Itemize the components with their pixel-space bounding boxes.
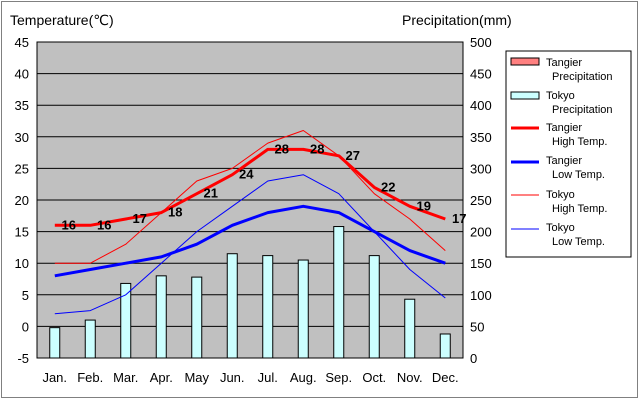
- x-tick-label: May: [184, 370, 209, 385]
- legend-label: Precipitation: [552, 104, 613, 116]
- x-tick-label: Jun.: [220, 370, 245, 385]
- y-tick-label-right: 200: [470, 225, 492, 240]
- precipitation-bar: [226, 253, 238, 359]
- data-label: 21: [204, 186, 218, 201]
- right-axis-title: Precipitation(mm): [402, 12, 512, 28]
- data-label: 22: [381, 179, 395, 194]
- data-label: 28: [310, 141, 324, 156]
- legend-label: Tokyo: [546, 189, 575, 201]
- series-line: [54, 204, 446, 278]
- data-label: 18: [168, 205, 182, 220]
- precipitation-bar: [191, 276, 203, 359]
- data-label: 28: [275, 141, 289, 156]
- data-labels: 16 16 17 18 21 24 28 28 27 22 19 17: [62, 141, 467, 232]
- y-tick-label-right: 150: [470, 256, 492, 271]
- legend-label: Tangier: [546, 155, 582, 167]
- y-tick-label-right: 0: [470, 351, 477, 366]
- y-tick-label-left: 5: [22, 288, 29, 303]
- legend-swatch-tokyo-precip: [510, 91, 540, 100]
- temperature-lines: [54, 130, 446, 315]
- precipitation-bar: [333, 226, 345, 359]
- precipitation-bar: [439, 333, 451, 359]
- y-tick-label-right: 450: [470, 67, 492, 82]
- series-line: [54, 130, 446, 264]
- data-label: 27: [346, 148, 360, 163]
- data-label: 17: [452, 211, 466, 226]
- precipitation-bar: [297, 259, 309, 359]
- legend-label: Tokyo: [546, 90, 575, 102]
- left-axis-ticks: 45 40 35 30 25 20 15 10 5 0 -5: [15, 35, 29, 366]
- legend-label: Tokyo: [546, 222, 575, 234]
- precipitation-bar: [262, 255, 274, 359]
- y-tick-label-right: 500: [470, 35, 492, 50]
- precipitation-bar: [84, 319, 96, 359]
- x-tick-label: Aug.: [290, 370, 317, 385]
- y-tick-label-left: 45: [15, 35, 29, 50]
- data-label: 17: [133, 211, 147, 226]
- legend-label: High Temp.: [552, 203, 607, 215]
- series-line: [54, 147, 446, 227]
- y-tick-label-right: 100: [470, 288, 492, 303]
- x-tick-label: Apr.: [150, 370, 173, 385]
- y-tick-label-right: 300: [470, 161, 492, 176]
- y-tick-label-left: 20: [15, 193, 29, 208]
- data-label: 16: [62, 217, 76, 232]
- y-tick-label-left: 25: [15, 161, 29, 176]
- precipitation-bar: [120, 282, 132, 359]
- y-tick-label-left: 30: [15, 130, 29, 145]
- legend-label: Tangier: [546, 122, 582, 134]
- x-tick-label: Feb.: [77, 370, 103, 385]
- y-tick-label-left: 40: [15, 67, 29, 82]
- x-tick-label: Nov.: [397, 370, 423, 385]
- legend: Tangier Precipitation Tokyo Precipitatio…: [505, 50, 632, 258]
- legend-label: High Temp.: [552, 136, 607, 148]
- y-tick-label-left: 15: [15, 225, 29, 240]
- legend-label: Tangier: [546, 57, 582, 69]
- precipitation-bar: [49, 327, 61, 359]
- x-tick-label: Jan.: [42, 370, 67, 385]
- x-tick-label: Sep.: [325, 370, 352, 385]
- legend-box: [505, 50, 632, 258]
- precipitation-bar: [155, 275, 167, 359]
- precipitation-bar: [404, 298, 416, 359]
- gridlines: [37, 73, 463, 327]
- data-label: 24: [239, 167, 254, 182]
- legend-label: Low Temp.: [552, 236, 605, 248]
- y-tick-label-right: 50: [470, 319, 484, 334]
- data-label: 16: [97, 217, 111, 232]
- precipitation-bars: [49, 226, 451, 359]
- y-tick-label-left: 35: [15, 98, 29, 113]
- legend-label: Low Temp.: [552, 169, 605, 181]
- y-tick-label-left: 0: [22, 319, 29, 334]
- x-tick-label: Dec.: [432, 370, 459, 385]
- y-tick-label-right: 250: [470, 193, 492, 208]
- y-tick-label-left: 10: [15, 256, 29, 271]
- y-tick-label-right: 350: [470, 130, 492, 145]
- x-tick-label: Jul.: [258, 370, 278, 385]
- data-label: 19: [417, 198, 431, 213]
- legend-swatch-tangier-precip: [510, 57, 540, 66]
- x-tick-label: Oct.: [362, 370, 386, 385]
- legend-label: Precipitation: [552, 71, 613, 83]
- y-tick-label-left: -5: [17, 351, 29, 366]
- precipitation-bar: [368, 255, 380, 359]
- x-axis-ticks: Jan. Feb. Mar. Apr. May Jun. Jul. Aug. Sep. Oct. N…: [42, 370, 458, 385]
- x-tick-label: Mar.: [113, 370, 138, 385]
- left-axis-title: Temperature(℃): [10, 12, 114, 28]
- y-tick-label-right: 400: [470, 98, 492, 113]
- series-line: [54, 174, 446, 315]
